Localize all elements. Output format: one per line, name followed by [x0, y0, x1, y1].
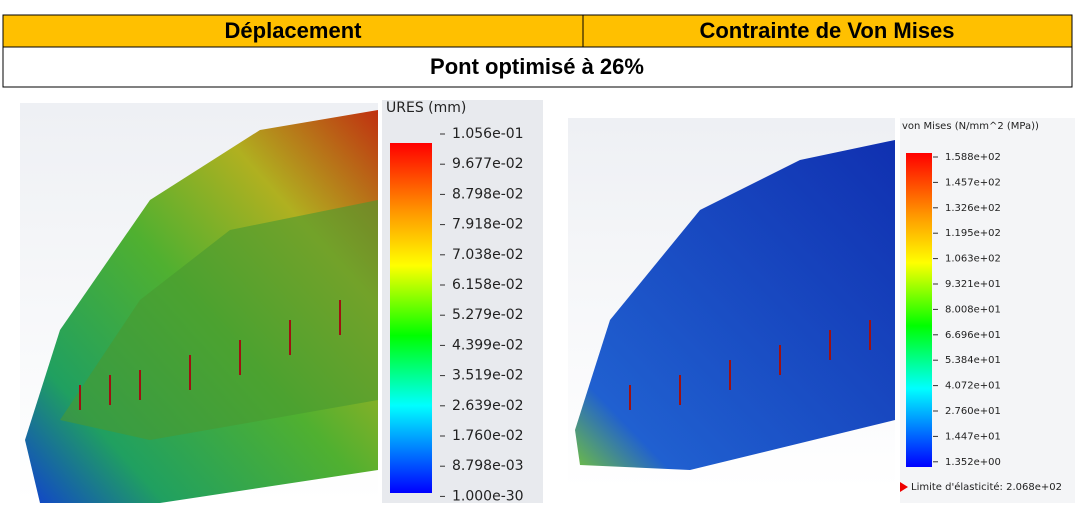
- header-cell: Déplacement: [225, 18, 363, 43]
- legend-label: 8.008e+01: [945, 304, 1001, 315]
- legend-label: 8.798e-03: [452, 458, 524, 474]
- legend-label: 7.918e-02: [452, 217, 524, 233]
- legend-label: 1.063e+02: [945, 254, 1001, 265]
- color-bar: [906, 153, 932, 467]
- legend-title: von Mises (N/mm^2 (MPa)): [902, 121, 1039, 132]
- legend-label: 9.321e+01: [945, 279, 1001, 290]
- legend-label: 5.384e+01: [945, 355, 1001, 366]
- legend-label: 8.798e-02: [452, 186, 524, 202]
- legend-label: 2.639e-02: [452, 398, 524, 414]
- legend-label: 4.399e-02: [452, 337, 524, 353]
- legend-label: 1.056e-01: [452, 126, 524, 142]
- legend-label: 1.760e-02: [452, 428, 524, 444]
- color-bar: [390, 143, 432, 493]
- legend-label: 6.696e+01: [945, 330, 1001, 341]
- legend-label: 4.072e+01: [945, 381, 1001, 392]
- legend-label: 1.352e+00: [945, 457, 1001, 468]
- page: Déplacement Contrainte de Von Mises Pont…: [0, 0, 1075, 503]
- legend-label: 1.457e+02: [945, 177, 1001, 188]
- legend-label: 2.760e+01: [945, 406, 1001, 417]
- legend-label: 9.677e-02: [452, 156, 524, 172]
- legend-label: 7.038e-02: [452, 247, 524, 263]
- header-cell: Contrainte de Von Mises: [699, 18, 954, 43]
- subtitle: Pont optimisé à 26%: [430, 54, 644, 79]
- legend-footer: Limite d'élasticité: 2.068e+02: [911, 481, 1062, 493]
- legend-label: 1.195e+02: [945, 228, 1001, 239]
- legend-label: 1.326e+02: [945, 203, 1001, 214]
- legend-label: 1.447e+01: [945, 431, 1001, 442]
- legend-label: 1.588e+02: [945, 152, 1001, 163]
- legend-title: URES (mm): [386, 100, 466, 116]
- legend-label: 5.279e-02: [452, 307, 524, 323]
- legend-label: 3.519e-02: [452, 368, 524, 384]
- legend-label: 6.158e-02: [452, 277, 524, 293]
- legend-label: 1.000e-30: [452, 488, 524, 503]
